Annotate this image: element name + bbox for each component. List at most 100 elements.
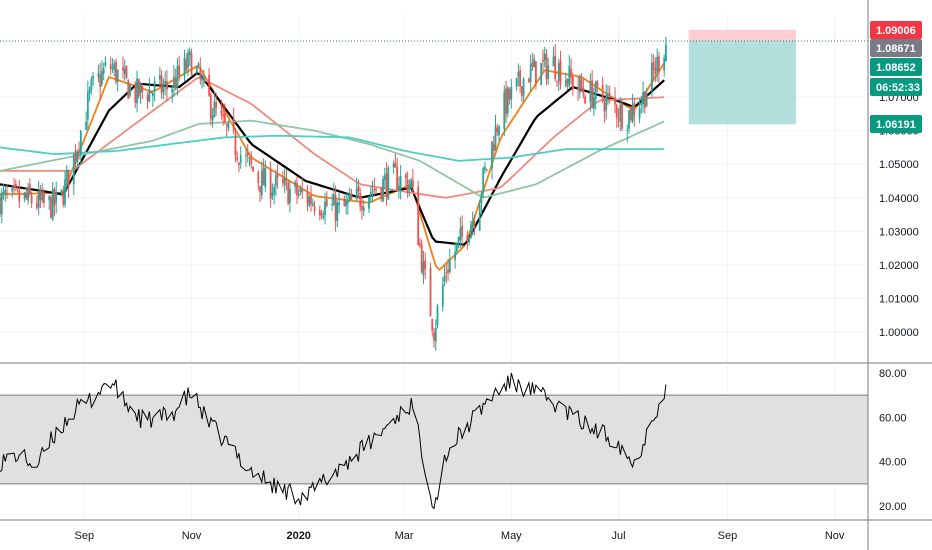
price-badge-stop: [870, 21, 922, 39]
candle-body: [276, 173, 279, 178]
candle-body: [582, 88, 585, 95]
candle-body: [433, 332, 435, 341]
candle-body: [496, 128, 499, 133]
candle-body: [220, 110, 223, 114]
price-tick-label: 1.03000: [879, 226, 919, 238]
candle-body: [274, 175, 277, 186]
candle-body: [188, 51, 191, 56]
candle-body: [448, 259, 451, 272]
candle-body: [35, 202, 38, 208]
candle-body: [457, 236, 460, 242]
candle-body: [515, 77, 518, 87]
candle-body: [102, 68, 105, 74]
candle-body: [607, 93, 609, 97]
candle-body: [88, 89, 91, 93]
candle-body: [310, 195, 312, 205]
candle-body: [663, 57, 666, 71]
candle-body: [160, 75, 163, 94]
price-badge-target: [870, 115, 922, 133]
take-profit-zone[interactable]: [688, 41, 796, 125]
candle-body: [139, 83, 142, 94]
candle-body: [466, 234, 469, 242]
candle-body: [123, 68, 126, 74]
candle-body: [469, 225, 472, 239]
candle-body: [122, 67, 124, 71]
candle-body: [658, 56, 660, 73]
price-badges: 1.09006 1.08671 1.08652 06:52:33 1.06191: [870, 21, 922, 133]
candle-body: [404, 174, 407, 179]
candle-body: [564, 80, 567, 87]
candle-body: [173, 76, 175, 88]
candle-body: [299, 188, 302, 193]
candle-body: [209, 94, 212, 119]
candle-body: [51, 189, 54, 220]
candle-body: [289, 189, 291, 203]
moving-average-ma_red: [0, 77, 665, 199]
candle-body: [297, 193, 300, 196]
candle-body: [259, 185, 261, 193]
candle-body: [287, 182, 290, 205]
candle-body: [158, 75, 161, 80]
candle-body: [0, 192, 3, 215]
candle-body: [113, 63, 116, 71]
candle-body: [76, 151, 79, 163]
candle-body: [208, 74, 210, 96]
rsi-pane: [0, 362, 932, 510]
candle-body: [345, 200, 348, 207]
candle-body: [127, 80, 130, 99]
candle-body: [248, 157, 251, 159]
candle-body: [92, 76, 95, 79]
candle-body: [650, 62, 653, 91]
candle-body: [577, 86, 579, 90]
candle-body: [385, 172, 388, 197]
moving-averages: [0, 62, 665, 271]
candle-body: [166, 81, 168, 90]
short-position-tool[interactable]: [0, 29, 868, 125]
candle-body: [498, 126, 500, 136]
candle-body: [348, 194, 351, 200]
time-tick-label: Sep: [75, 530, 95, 542]
rsi-line: [0, 372, 667, 510]
candle-body: [27, 187, 30, 201]
candle-body: [603, 102, 606, 112]
candle-body: [320, 212, 323, 216]
candle-body: [556, 81, 558, 83]
candle-body: [506, 87, 509, 114]
price-badge-last-label: 1.08671: [876, 43, 916, 55]
candle-body: [397, 185, 400, 191]
candle-body: [503, 91, 506, 129]
candle-body: [436, 305, 439, 326]
candle-body: [570, 68, 572, 78]
candle-body: [313, 206, 316, 212]
candle-body: [232, 118, 235, 131]
candle-body: [494, 125, 497, 151]
candle-body: [115, 61, 117, 82]
candle-body: [260, 170, 263, 196]
candle-body: [608, 93, 611, 96]
candle-body: [643, 91, 646, 109]
candle-body: [505, 88, 507, 115]
candle-body: [520, 86, 523, 96]
candle-body: [199, 67, 202, 78]
candle-body: [491, 141, 493, 169]
candle-body: [11, 186, 14, 192]
candle-body: [434, 327, 437, 342]
candle-body: [355, 188, 358, 199]
candle-body: [74, 150, 77, 161]
candle-body: [468, 237, 471, 242]
candle-body: [16, 188, 19, 190]
candle-body: [380, 188, 383, 200]
candle-body: [343, 199, 346, 207]
candle-body: [136, 78, 138, 104]
candle-body: [459, 228, 462, 241]
candle-body: [568, 65, 571, 87]
time-tick-label: 2020: [286, 530, 310, 542]
price-tick-label: 1.00000: [879, 327, 919, 339]
candle-body: [566, 79, 569, 84]
candle-body: [371, 191, 374, 193]
stop-loss-zone[interactable]: [688, 29, 796, 42]
candle-body: [222, 114, 225, 117]
candle-body: [246, 152, 249, 156]
candle-body: [50, 197, 52, 218]
